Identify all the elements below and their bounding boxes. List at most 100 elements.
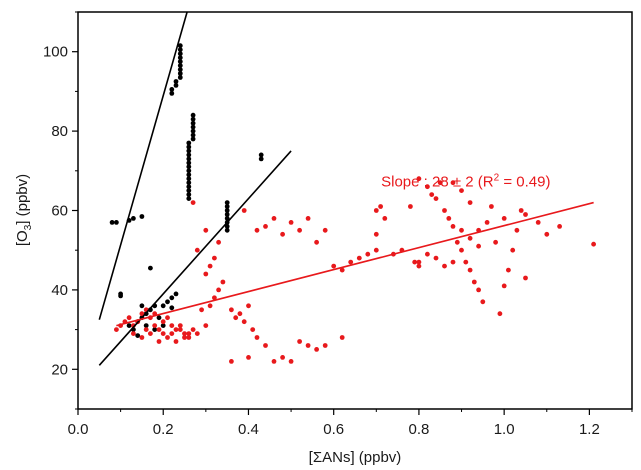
scatter-point xyxy=(186,172,192,178)
scatter-point xyxy=(271,216,277,221)
y-axis-label-subscript: 3 xyxy=(23,224,34,230)
scatter-point xyxy=(169,331,175,336)
scatter-point xyxy=(177,67,183,72)
scatter-point xyxy=(493,239,498,245)
scatter-point xyxy=(246,303,251,309)
scatter-point xyxy=(224,204,230,209)
scatter-point xyxy=(459,247,464,253)
scatter-point xyxy=(118,291,123,297)
x-tick-label: 0.2 xyxy=(153,421,174,438)
y-tick-label: 80 xyxy=(51,123,68,140)
y-axis-label-suffix: ] (ppbv) xyxy=(14,174,31,225)
scatter-point xyxy=(224,200,230,206)
scatter-point xyxy=(425,251,430,257)
scatter-point xyxy=(471,279,477,285)
scatter-point xyxy=(186,335,192,340)
scatter-point xyxy=(160,303,166,309)
scatter-point xyxy=(160,331,166,336)
scatter-point xyxy=(506,267,511,273)
scatter-point xyxy=(246,355,251,360)
scatter-point xyxy=(165,315,170,321)
scatter-point xyxy=(177,71,183,76)
scatter-point xyxy=(224,216,230,221)
scatter-point xyxy=(173,339,179,344)
scatter-point xyxy=(229,359,234,364)
scatter-point xyxy=(186,188,192,194)
scatter-point xyxy=(425,184,430,190)
scatter-point xyxy=(224,224,230,229)
scatter-point xyxy=(518,208,524,213)
scatter-point xyxy=(152,327,158,332)
scatter-point xyxy=(288,220,294,225)
scatter-point xyxy=(280,355,285,360)
scatter-point xyxy=(114,327,119,332)
black-fit-line xyxy=(98,150,292,366)
scatter-point xyxy=(305,343,311,348)
scatter-point xyxy=(258,156,264,162)
annotation-suffix: = 0.49) xyxy=(499,174,550,191)
scatter-point xyxy=(177,51,183,57)
scatter-point xyxy=(160,323,166,328)
x-tick-label: 0.0 xyxy=(68,421,89,438)
scatter-point xyxy=(412,259,418,265)
scatter-point xyxy=(186,144,192,150)
scatter-point xyxy=(429,192,435,198)
slope-annotation: Slope : 28 ± 2 (R2 = 0.49) xyxy=(381,173,550,191)
scatter-point xyxy=(258,152,264,158)
scatter-point xyxy=(263,224,268,229)
scatter-point xyxy=(442,208,447,213)
scatter-point xyxy=(173,291,179,297)
x-tick-label: 0.4 xyxy=(238,421,259,438)
scatter-point xyxy=(212,295,217,301)
scatter-point xyxy=(177,43,183,49)
scatter-point xyxy=(382,216,388,221)
scatter-point xyxy=(416,259,422,265)
scatter-point xyxy=(182,335,187,340)
scatter-point xyxy=(186,164,192,170)
x-tick-label: 0.8 xyxy=(408,421,429,438)
scatter-point xyxy=(314,239,319,245)
scatter-point xyxy=(237,311,243,317)
scatter-point xyxy=(224,208,230,213)
scatter-point xyxy=(489,204,494,209)
scatter-point xyxy=(523,212,528,217)
scatter-point xyxy=(212,255,217,261)
plot-frame xyxy=(77,11,633,410)
scatter-point xyxy=(271,359,277,364)
scatter-point xyxy=(535,220,541,225)
scatter-point xyxy=(190,200,196,206)
scatter-point xyxy=(305,216,311,221)
scatter-point xyxy=(186,148,192,154)
scatter-point xyxy=(190,128,196,134)
scatter-point xyxy=(365,251,371,257)
scatter-point xyxy=(207,263,213,269)
scatter-point xyxy=(297,227,302,233)
scatter-point xyxy=(203,323,209,328)
scatter-point xyxy=(169,91,175,96)
scatter-point xyxy=(186,152,192,158)
scatter-point xyxy=(339,335,345,340)
scatter-point xyxy=(131,331,136,336)
plot-marks xyxy=(98,12,596,366)
scatter-point xyxy=(497,311,503,317)
scatter-point xyxy=(186,160,192,166)
scatter-point xyxy=(220,279,226,285)
scatter-point xyxy=(322,343,328,348)
scatter-point xyxy=(373,247,379,253)
scatter-point xyxy=(190,116,196,122)
axis-ticks: 0.0 0.2 0.4 0.6 0.8 1.0 1.2 20 40 60 80 100 xyxy=(43,11,633,438)
scatter-point xyxy=(450,180,456,186)
scatter-point xyxy=(463,259,469,265)
scatter-point xyxy=(331,263,337,269)
scatter-point xyxy=(241,319,247,325)
scatter-point xyxy=(480,299,486,305)
scatter-point xyxy=(523,275,528,281)
scatter-point xyxy=(143,323,149,328)
scatter-point xyxy=(190,327,196,332)
y-tick-label: 40 xyxy=(51,282,68,299)
scatter-point xyxy=(186,192,192,198)
scatter-point xyxy=(263,343,268,348)
scatter-point xyxy=(216,287,222,293)
x-tick-label: 1.0 xyxy=(494,421,515,438)
scatter-point xyxy=(514,227,520,233)
